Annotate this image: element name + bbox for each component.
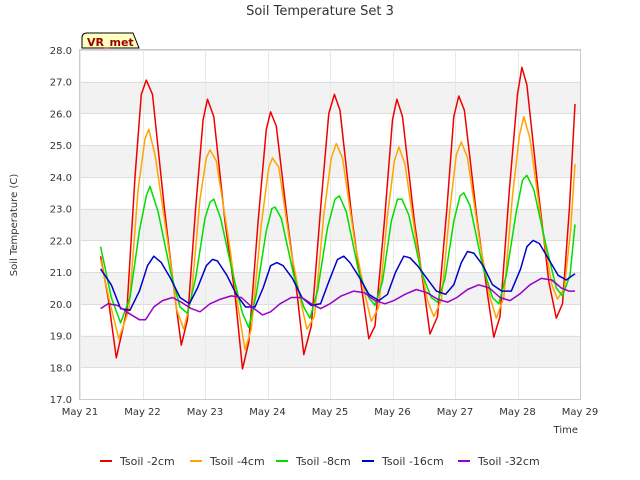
legend: Tsoil -2cm Tsoil -4cm Tsoil -8cm Tsoil -16c… bbox=[100, 455, 540, 468]
y-tick-label: 24.0 bbox=[50, 173, 72, 184]
series-line-tsoil-16cm bbox=[99, 239, 576, 311]
station-badge: VR_met bbox=[81, 32, 140, 49]
series-line-tsoil-4cm bbox=[99, 115, 576, 351]
y-tick-label: 20.0 bbox=[50, 300, 72, 311]
x-tick-label: May 22 bbox=[124, 407, 161, 418]
x-tick-label: May 24 bbox=[249, 407, 286, 418]
legend-label: Tsoil -2cm bbox=[119, 455, 175, 468]
y-tick-label: 17.0 bbox=[50, 395, 72, 406]
y-tick-label: 22.0 bbox=[50, 236, 72, 247]
x-axis-label: Time bbox=[553, 425, 578, 436]
y-tick-label: 23.0 bbox=[50, 205, 72, 216]
x-tick-label: May 23 bbox=[187, 407, 224, 418]
y-tick-label: 26.0 bbox=[50, 109, 72, 120]
x-tick-label: May 27 bbox=[437, 407, 474, 418]
legend-label: Tsoil -16cm bbox=[381, 455, 444, 468]
series-line-tsoil-2cm bbox=[99, 66, 576, 370]
y-tick-label: 25.0 bbox=[50, 141, 72, 152]
x-tick-label: May 29 bbox=[562, 407, 599, 418]
y-tick-label: 18.0 bbox=[50, 363, 72, 374]
legend-label: Tsoil -32cm bbox=[477, 455, 540, 468]
y-tick-label: 21.0 bbox=[50, 268, 72, 279]
series-line-tsoil-32cm bbox=[100, 277, 575, 321]
legend-label: Tsoil -8cm bbox=[295, 455, 351, 468]
series-lines bbox=[99, 66, 576, 370]
y-tick-label: 27.0 bbox=[50, 78, 72, 89]
plot-area-border bbox=[79, 49, 581, 400]
chart-title: Soil Temperature Set 3 bbox=[246, 4, 394, 19]
x-tick-label: May 25 bbox=[312, 407, 349, 418]
x-tick-label: May 21 bbox=[62, 407, 99, 418]
y-tick-label: 19.0 bbox=[50, 332, 72, 343]
y-axis-label: Soil Temperature (C) bbox=[9, 174, 20, 277]
y-axis-ticks: 17.0 18.0 19.0 20.0 21.0 22.0 23.0 24.0 25.0 26.0… bbox=[50, 46, 72, 406]
legend-label: Tsoil -4cm bbox=[209, 455, 265, 468]
station-badge-label: VR_met bbox=[87, 36, 134, 49]
x-axis-ticks: May 21 May 22 May 23 May 24 May 25 May 26 May … bbox=[62, 407, 599, 418]
series-line-tsoil-8cm bbox=[99, 174, 576, 329]
x-tick-label: May 28 bbox=[499, 407, 536, 418]
x-tick-label: May 26 bbox=[374, 407, 411, 418]
y-tick-label: 28.0 bbox=[50, 46, 72, 57]
